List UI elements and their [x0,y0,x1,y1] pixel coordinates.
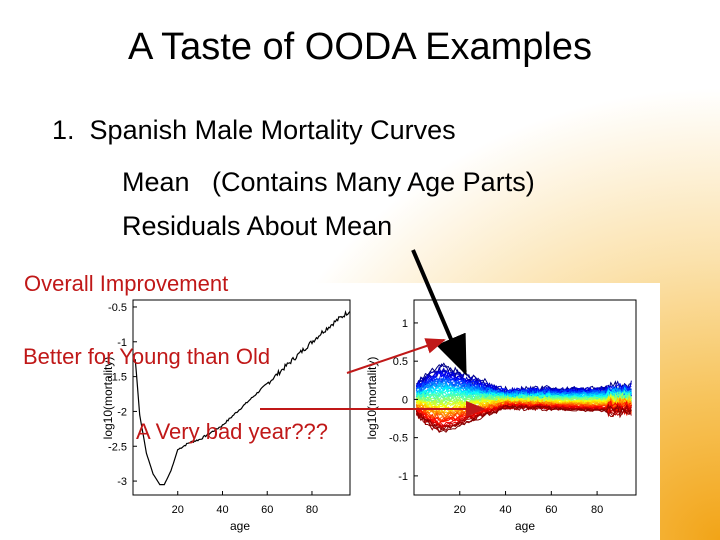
list-item-1: 1. Spanish Male Mortality Curves [52,115,456,146]
y-tick-label: -2 [117,406,127,418]
mean-x-axis-label: age [230,519,250,533]
y-tick-label: 0.5 [393,356,408,368]
residuals-plot: 20 40 60 80 1 0.5 0 -0.5 -1 age log10(mortality) [365,299,637,533]
figure-background [60,283,660,540]
arrow-to-mean-improvement [411,249,467,376]
mean-plot: 20 40 60 80 -0.5 -1 -1.5 -2 -2.5 -3 age log10(mor… [101,299,351,533]
annotation-bad-year: A Very bad year??? [136,419,329,444]
y-tick-label: -1.5 [108,372,127,384]
residuals-y-axis-label: log10(mortality) [365,357,379,440]
x-tick-label: 80 [591,504,603,516]
y-tick-label: 1 [402,318,408,330]
y-tick-label: -1 [117,337,127,349]
mean-y-axis-label: log10(mortality) [101,357,115,440]
y-tick-label: -3 [117,476,127,488]
arrow-young-vs-old [346,338,446,374]
x-tick-label: 20 [454,504,466,516]
x-tick-label: 60 [261,504,273,516]
slide-title: A Taste of OODA Examples [128,26,592,68]
residuals-x-axis-label: age [515,519,535,533]
list-item-text: Spanish Male Mortality Curves [89,115,456,145]
x-tick-label: 60 [545,504,557,516]
residual-curve [416,400,632,423]
x-tick-label: 40 [216,504,228,516]
y-tick-label: -1 [398,471,408,483]
residual-curve [415,405,632,433]
x-tick-label: 20 [172,504,184,516]
annotation-young-vs-old: Better for Young than Old [23,344,271,369]
residuals-plot-frame [413,299,637,496]
sub-item-residuals: Residuals About Mean [122,211,393,241]
y-tick-label: 0 [402,394,408,406]
y-tick-label: -0.5 [108,302,127,314]
mean-series-line [134,310,351,486]
sub-item-mean: Mean (Contains Many Age Parts) [122,167,535,197]
x-tick-label: 80 [306,504,318,516]
list-item-number: 1. [52,115,75,145]
residual-curve [415,381,632,401]
annotation-overall-improvement: Overall Improvement [24,271,229,296]
x-tick-label: 40 [499,504,511,516]
mean-plot-frame [132,299,351,496]
y-tick-label: -2.5 [108,441,127,453]
y-tick-label: -0.5 [389,433,408,445]
